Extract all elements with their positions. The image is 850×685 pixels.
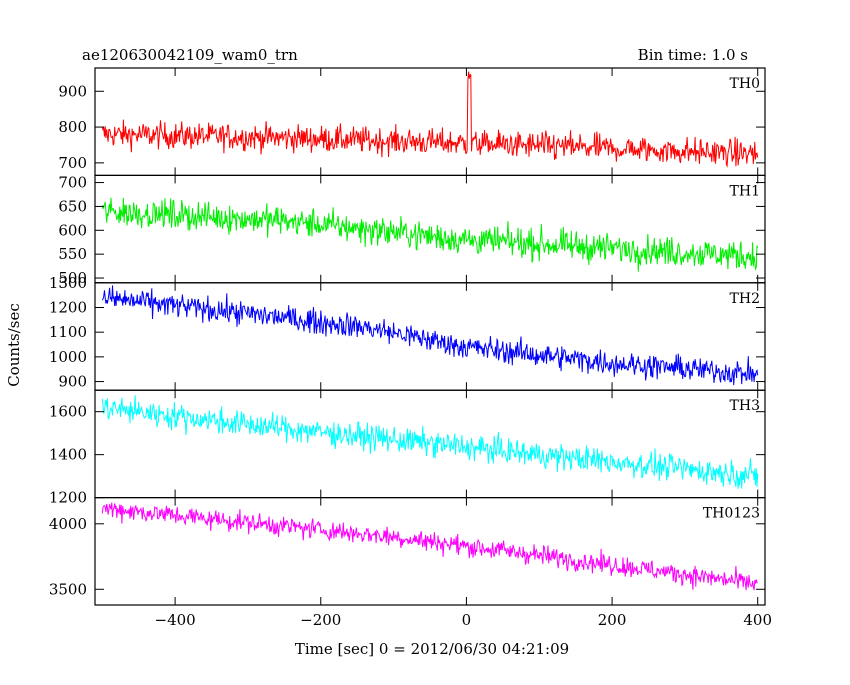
panel-frame bbox=[94, 497, 766, 606]
y-tick-label: 600 bbox=[58, 221, 87, 239]
panel-th3: 1200 1400 1600 TH3 bbox=[49, 389, 766, 507]
x-tick-label: −400 bbox=[155, 611, 196, 629]
x-tick-label: 200 bbox=[598, 611, 627, 629]
panel-th0123: 3500 4000 TH0123 bbox=[49, 497, 766, 606]
series-line-th1 bbox=[101, 197, 759, 272]
panel-label: TH2 bbox=[730, 291, 760, 307]
panel-label: TH1 bbox=[730, 183, 760, 199]
panel-label: TH3 bbox=[730, 398, 760, 414]
x-tick-label: −200 bbox=[300, 611, 341, 629]
panels-group: 700 800 900 TH0 500 550 600 650 700 TH1 900 1000 110… bbox=[49, 67, 772, 629]
y-tick-label: 700 bbox=[58, 174, 87, 192]
y-tick-label: 1300 bbox=[49, 274, 87, 292]
x-tick-label: 400 bbox=[743, 611, 772, 629]
series-line-th3 bbox=[101, 395, 759, 489]
y-tick-label: 1100 bbox=[49, 323, 87, 341]
y-tick-label: 900 bbox=[58, 82, 87, 100]
y-tick-label: 1200 bbox=[49, 489, 87, 507]
y-tick-label: 550 bbox=[58, 245, 87, 263]
y-tick-label: 1200 bbox=[49, 298, 87, 316]
y-tick-label: 1400 bbox=[49, 446, 87, 464]
y-tick-label: 3500 bbox=[49, 580, 87, 598]
panel-th0: 700 800 900 TH0 bbox=[58, 67, 766, 177]
panel-frame bbox=[94, 67, 766, 177]
panel-th1: 500 550 600 650 700 TH1 bbox=[58, 174, 766, 287]
series-line-th2 bbox=[101, 285, 759, 386]
y-tick-label: 4000 bbox=[49, 515, 87, 533]
panel-label: TH0 bbox=[730, 76, 760, 92]
chart-title: ae120630042109_wam0_trn bbox=[82, 46, 298, 64]
panel-frame bbox=[94, 389, 766, 499]
y-tick-label: 1000 bbox=[49, 348, 87, 366]
x-tick-label: 0 bbox=[462, 611, 472, 629]
panel-label: TH0123 bbox=[703, 506, 760, 522]
series-line-th0123 bbox=[101, 502, 758, 591]
y-tick-label: 650 bbox=[58, 197, 87, 215]
bin-time-label: Bin time: 1.0 s bbox=[638, 46, 748, 64]
panel-th2: 900 1000 1100 1200 1300 TH2 bbox=[49, 274, 766, 391]
y-tick-label: 1600 bbox=[49, 403, 87, 421]
y-axis-label: Counts/sec bbox=[5, 303, 23, 387]
y-tick-label: 500 bbox=[58, 269, 87, 287]
x-axis-label: Time [sec] 0 = 2012/06/30 04:21:09 bbox=[295, 640, 569, 658]
series-line-th0 bbox=[101, 71, 759, 168]
panel-frame bbox=[94, 282, 766, 391]
panel-frame bbox=[94, 174, 766, 284]
y-tick-label: 800 bbox=[58, 118, 87, 136]
y-tick-label: 700 bbox=[58, 154, 87, 172]
y-tick-label: 900 bbox=[58, 373, 87, 391]
